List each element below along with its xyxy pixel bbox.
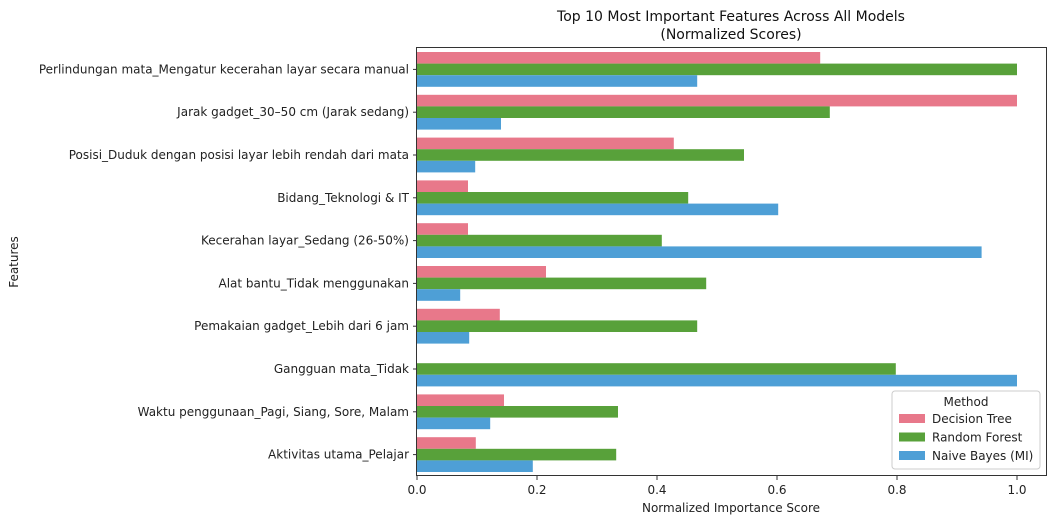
bar-decision-tree-3 bbox=[417, 137, 674, 150]
bar-decision-tree-1 bbox=[417, 52, 821, 64]
legend: Method Decision Tree Random Forest Naive B… bbox=[891, 390, 1041, 470]
legend-swatch bbox=[899, 432, 925, 442]
bar-random-forest-9 bbox=[417, 406, 618, 418]
chart-subtitle: (Normalized Scores) bbox=[660, 27, 801, 43]
y-tick-label: Aktivitas utama_Pelajar bbox=[268, 448, 409, 462]
legend-item-label: Decision Tree bbox=[932, 412, 1012, 426]
legend-item-label: Naive Bayes (MI) bbox=[932, 449, 1033, 463]
bar-random-forest-8 bbox=[417, 363, 896, 375]
bar-random-forest-2 bbox=[417, 106, 830, 118]
y-tick-label: Perlindungan mata_Mengatur kecerahan lay… bbox=[39, 62, 409, 76]
bar-naive-bayes-mi-2 bbox=[417, 118, 501, 130]
bar-naive-bayes-mi-1 bbox=[417, 75, 698, 87]
bar-naive-bayes-mi-5 bbox=[417, 246, 982, 258]
y-axis-ticks: Perlindungan mata_Mengatur kecerahan lay… bbox=[39, 62, 417, 462]
y-tick-label: Bidang_Teknologi & IT bbox=[277, 191, 409, 205]
bar-naive-bayes-mi-6 bbox=[417, 289, 461, 301]
x-tick-label: 0.8 bbox=[887, 483, 906, 497]
bar-decision-tree-2 bbox=[417, 94, 1017, 107]
bar-random-forest-4 bbox=[417, 192, 689, 204]
bar-random-forest-6 bbox=[417, 277, 707, 290]
y-tick-label: Gangguan mata_Tidak bbox=[274, 362, 409, 376]
legend-swatch bbox=[899, 414, 925, 423]
x-axis-ticks: 0.0 0.2 0.4 0.6 0.8 1.0 bbox=[407, 476, 1027, 497]
bar-decision-tree-4 bbox=[417, 180, 468, 192]
y-tick-label: Posisi_Duduk dengan posisi layar lebih r… bbox=[69, 148, 409, 162]
bar-decision-tree-10 bbox=[417, 437, 476, 449]
legend-title: Method bbox=[943, 395, 988, 409]
bar-naive-bayes-mi-8 bbox=[417, 374, 1017, 387]
y-tick-label: Waktu penggunaan_Pagi, Siang, Sore, Mala… bbox=[138, 405, 409, 419]
legend-items: Decision Tree Random Forest Naive Bayes (M… bbox=[899, 412, 1033, 463]
bar-random-forest-10 bbox=[417, 448, 617, 461]
bar-decision-tree-7 bbox=[417, 308, 500, 321]
bar-naive-bayes-mi-10 bbox=[417, 460, 533, 472]
x-tick-label: 0.4 bbox=[647, 483, 666, 497]
bar-random-forest-7 bbox=[417, 320, 698, 332]
x-axis-label: Normalized Importance Score bbox=[642, 501, 820, 515]
bar-naive-bayes-mi-3 bbox=[417, 160, 476, 173]
y-tick-label: Jarak gadget_30–50 cm (Jarak sedang) bbox=[176, 105, 409, 119]
bars-group bbox=[417, 52, 1017, 472]
legend-item-label: Random Forest bbox=[932, 431, 1023, 445]
bar-random-forest-5 bbox=[417, 234, 662, 247]
chart-title: Top 10 Most Important Features Across Al… bbox=[556, 9, 905, 25]
bar-naive-bayes-mi-4 bbox=[417, 203, 779, 216]
y-tick-label: Alat bantu_Tidak menggunakan bbox=[218, 276, 409, 290]
legend-box bbox=[891, 390, 1041, 470]
x-tick-label: 1.0 bbox=[1007, 483, 1026, 497]
y-axis-label: Features bbox=[7, 236, 21, 288]
x-tick-label: 0.6 bbox=[767, 483, 786, 497]
bar-naive-bayes-mi-7 bbox=[417, 332, 470, 344]
plot-frame bbox=[416, 47, 1047, 476]
legend-swatch bbox=[899, 451, 925, 460]
bar-random-forest-3 bbox=[417, 149, 744, 161]
bar-naive-bayes-mi-9 bbox=[417, 417, 491, 430]
y-tick-label: Pemakaian gadget_Lebih dari 6 jam bbox=[194, 319, 409, 333]
x-tick-label: 0.2 bbox=[527, 483, 546, 497]
bar-decision-tree-5 bbox=[417, 223, 468, 235]
y-tick-label: Kecerahan layar_Sedang (26-50%) bbox=[201, 234, 409, 248]
bar-random-forest-1 bbox=[417, 63, 1017, 76]
x-tick-label: 0.0 bbox=[407, 483, 426, 497]
bar-decision-tree-9 bbox=[417, 394, 504, 406]
bar-decision-tree-6 bbox=[417, 266, 546, 278]
